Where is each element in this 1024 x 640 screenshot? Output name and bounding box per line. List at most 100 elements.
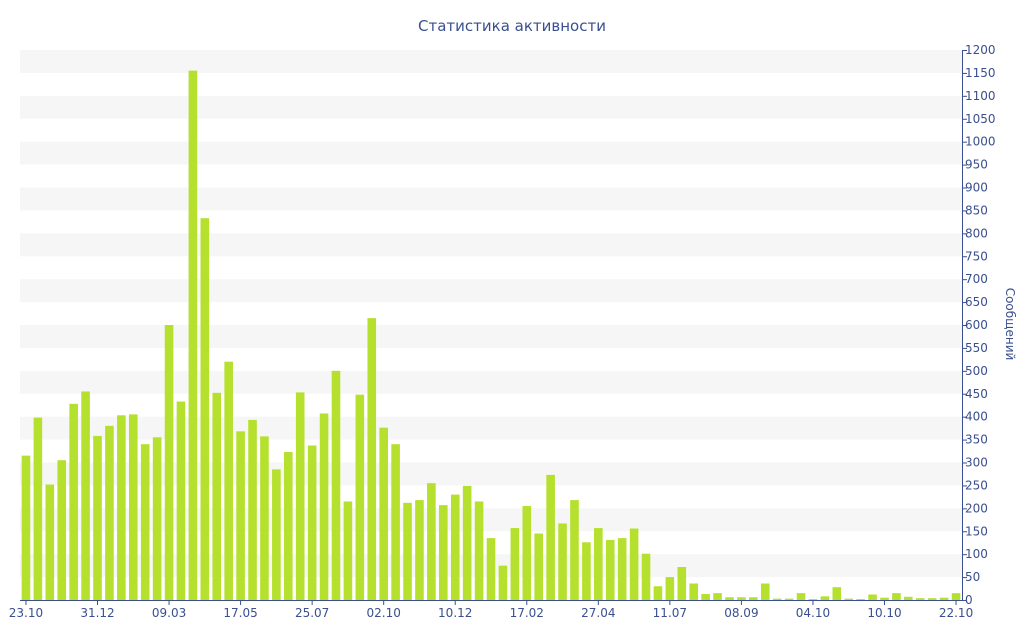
bar (820, 596, 830, 600)
bar (534, 533, 543, 600)
x-axis-ticks: 23.10 31.12 09.03 17.05 25.07 02.10 10.12 17.02… (9, 600, 973, 620)
bar (951, 593, 961, 601)
bar (200, 218, 210, 600)
bar (152, 437, 162, 600)
bar (450, 494, 460, 600)
y-tick-label: 700 (965, 272, 988, 286)
grid-band (20, 279, 962, 303)
x-tick-label: 17.05 (223, 606, 257, 620)
x-tick-label: 09.03 (152, 606, 186, 620)
bar (737, 597, 746, 600)
bar (689, 583, 699, 600)
grid-band (20, 416, 962, 440)
bar (749, 597, 758, 600)
y-tick-label: 1200 (965, 43, 996, 57)
bar (439, 505, 448, 601)
bar (45, 484, 55, 600)
grid-band (20, 50, 962, 73)
x-tick-label: 31.12 (80, 606, 114, 620)
bar (796, 593, 806, 601)
grid-band (20, 370, 962, 394)
bar (403, 502, 412, 600)
bar (653, 586, 663, 600)
y-tick-label: 1000 (965, 135, 996, 149)
grid-band (20, 233, 962, 257)
bar (236, 431, 245, 600)
y-tick-label: 1050 (965, 112, 996, 126)
x-tick-label: 17.02 (510, 606, 544, 620)
y-tick-label: 850 (965, 203, 988, 217)
bar (522, 506, 532, 600)
bar (295, 392, 305, 601)
y-tick-label: 400 (965, 410, 988, 424)
y-tick-label: 950 (965, 158, 988, 172)
bar (832, 587, 842, 600)
bars (21, 70, 961, 601)
bar (272, 469, 281, 601)
bar (772, 598, 782, 601)
bar (140, 444, 150, 600)
y-axis-label: Сообщений (1003, 288, 1017, 361)
bar (498, 565, 508, 601)
x-tick-label: 02.10 (367, 606, 401, 620)
bar (176, 401, 186, 600)
y-tick-label: 200 (965, 501, 988, 515)
bar (856, 599, 865, 600)
y-tick-label: 0 (965, 593, 973, 607)
bar (21, 455, 31, 601)
bar (81, 391, 90, 600)
bar (260, 436, 269, 601)
bar (725, 597, 734, 600)
y-tick-label: 1100 (965, 89, 996, 103)
x-tick-label: 08.09 (724, 606, 758, 620)
bar (546, 474, 555, 601)
bar (284, 451, 293, 600)
bar (784, 598, 794, 601)
x-tick-label: 25.07 (295, 606, 329, 620)
y-tick-label: 300 (965, 456, 988, 470)
y-tick-label: 500 (965, 364, 988, 378)
x-tick-label: 23.10 (9, 606, 43, 620)
bar (486, 538, 496, 601)
bar (164, 325, 174, 600)
bar (248, 419, 257, 601)
x-tick-label: 10.10 (867, 606, 901, 620)
bar (415, 500, 424, 600)
bar (224, 361, 233, 600)
bar (629, 528, 639, 600)
bar (93, 435, 102, 600)
bar (558, 523, 567, 600)
bar (331, 370, 341, 600)
y-tick-label: 600 (965, 318, 988, 332)
bar (319, 413, 329, 600)
grid-band (20, 95, 962, 119)
bar (701, 594, 710, 600)
bar (462, 485, 472, 601)
bar (844, 598, 854, 601)
y-tick-label: 250 (965, 478, 988, 492)
bar (605, 539, 615, 600)
bar (641, 553, 651, 600)
y-tick-label: 150 (965, 524, 988, 538)
bar (677, 567, 687, 600)
bar (880, 597, 889, 600)
chart-title: Статистика активности (418, 17, 606, 35)
x-tick-label: 11.07 (653, 606, 687, 620)
bar (474, 501, 484, 600)
bar (915, 598, 925, 600)
bar (760, 583, 770, 600)
x-tick-label: 10.12 (438, 606, 472, 620)
y-tick-label: 350 (965, 433, 988, 447)
bar (582, 542, 591, 600)
bar (665, 577, 675, 600)
y-tick-label: 800 (965, 226, 988, 240)
bar (713, 593, 722, 601)
bar (355, 394, 365, 600)
y-tick-label: 650 (965, 295, 988, 309)
y-tick-label: 900 (965, 181, 988, 195)
bar (128, 414, 138, 601)
bar (117, 415, 126, 600)
bar (105, 425, 114, 600)
bar (33, 417, 43, 600)
